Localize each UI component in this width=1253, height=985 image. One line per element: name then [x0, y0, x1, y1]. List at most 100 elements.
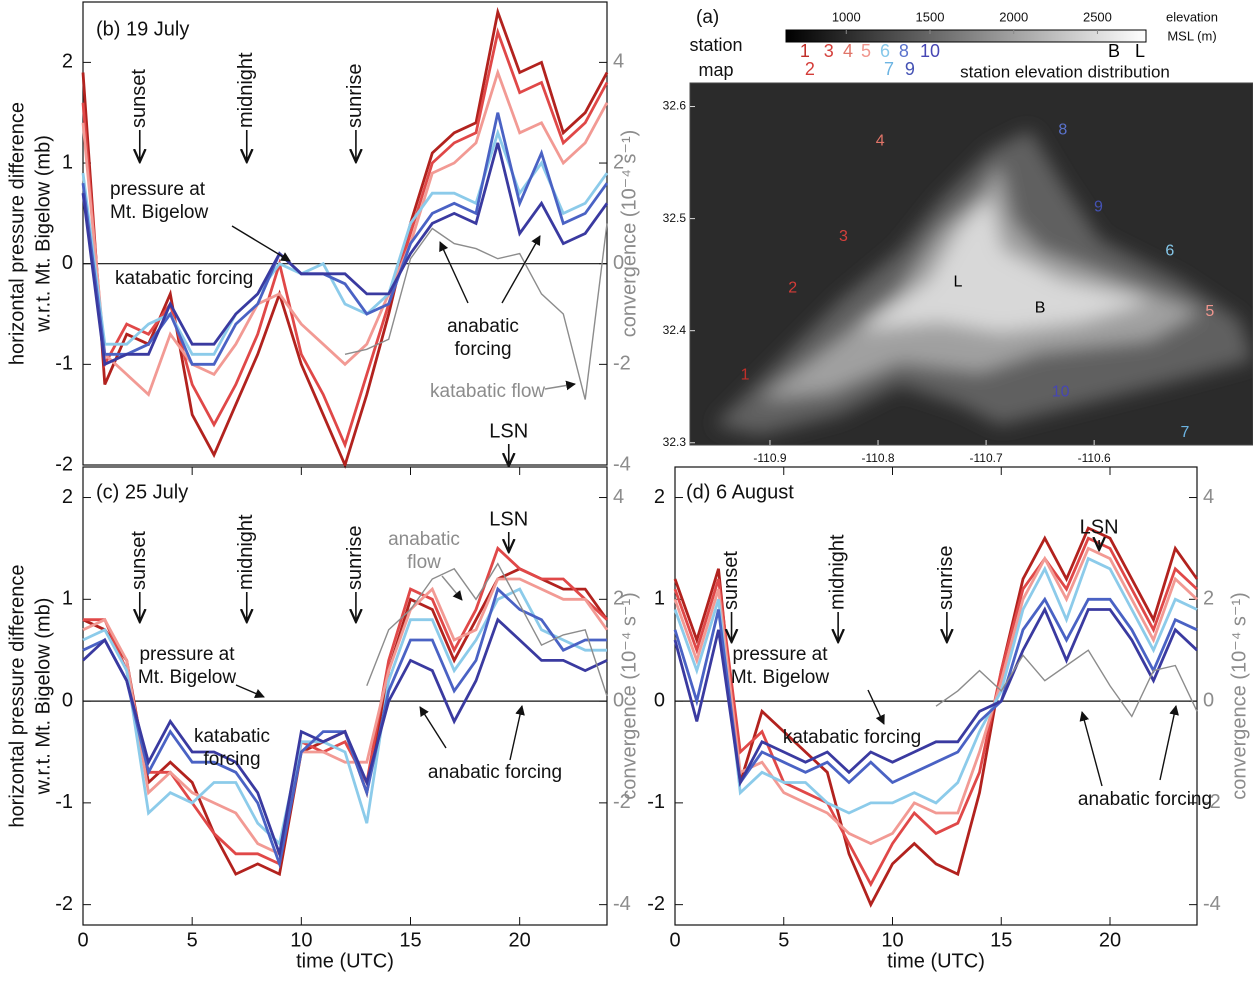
station-elevation: B — [1108, 41, 1120, 61]
map-subtitle: map — [698, 60, 733, 80]
station-elevation: 6 — [880, 41, 890, 61]
annotation-arrow — [1082, 712, 1102, 786]
annotation-arrow — [420, 707, 446, 748]
station-label: L — [954, 274, 963, 291]
pressure-line — [83, 143, 607, 364]
station-elevation: L — [1135, 41, 1145, 61]
station-label: 1 — [741, 367, 750, 384]
page: (a)stationmap-110.9-110.8-110.7-110.632.… — [0, 0, 1253, 980]
y-tick-label: 0 — [654, 689, 665, 711]
annotation: flow — [407, 552, 441, 573]
station-elevation: 10 — [920, 41, 940, 61]
event-label: sunrise — [344, 64, 366, 128]
x-axis-label: time (UTC) — [296, 950, 394, 972]
annotation-arrow — [442, 576, 462, 600]
annotation: pressure at — [732, 644, 828, 665]
event-label: sunset — [720, 551, 742, 610]
y-tick-label: 0 — [62, 252, 73, 274]
y-tick-label: 1 — [62, 151, 73, 173]
y-tick-label: 1 — [654, 588, 665, 610]
y-tick-label: -1 — [55, 353, 73, 375]
annotation: katabatic forcing — [115, 268, 253, 289]
figure: (a)stationmap-110.9-110.8-110.7-110.632.… — [0, 0, 1253, 980]
y2-tick-label: -4 — [1203, 893, 1221, 915]
distribution-label: station elevation distribution — [960, 62, 1170, 81]
station-label: 10 — [1052, 384, 1070, 401]
colorbar-tick-label: 1000 — [832, 9, 861, 24]
annotation-arrow — [1160, 706, 1176, 780]
event-label: LSN — [489, 420, 528, 442]
x-tick-label: -110.6 — [1078, 451, 1111, 465]
pressure-line — [83, 548, 607, 864]
y2-tick-label: 4 — [1203, 486, 1214, 508]
annotation: Mt. Bigelow — [731, 667, 829, 688]
pressure-line — [675, 610, 1197, 783]
x-tick-label: 10 — [290, 929, 312, 951]
station-elevation: 4 — [843, 41, 853, 61]
event-label: LSN — [489, 508, 528, 530]
annotation: forcing — [454, 339, 511, 360]
station-elevation: 8 — [899, 41, 909, 61]
station-elevation: 3 — [824, 41, 834, 61]
x-tick-label: 15 — [399, 929, 421, 951]
event-label: midnight — [235, 52, 257, 128]
event-label: sunset — [128, 69, 150, 128]
colorbar-label: elevation — [1166, 9, 1218, 24]
panel-title: (d) 6 August — [686, 481, 794, 503]
x-tick-label: -110.7 — [970, 451, 1003, 465]
map-subtitle: station — [689, 35, 742, 55]
annotation-arrow — [868, 690, 884, 724]
annotation-arrow — [510, 706, 522, 760]
x-tick-label: 15 — [990, 929, 1012, 951]
station-label: 7 — [1180, 424, 1189, 441]
panel-title: (c) 25 July — [96, 481, 188, 503]
y2-tick-label: 4 — [613, 486, 624, 508]
station-elevation: 9 — [905, 59, 915, 79]
station-label: 4 — [876, 132, 885, 149]
convergence-line — [345, 223, 607, 399]
annotation: anabatic forcing — [428, 762, 562, 783]
annotation: katabatic forcing — [783, 727, 921, 748]
y2-tick-label: 4 — [613, 51, 624, 73]
y-axis-label: w.r.t. Mt. Bigelow (mb) — [32, 598, 54, 796]
annotation-arrow — [502, 236, 540, 303]
y-tick-label: 32.6 — [663, 99, 687, 113]
event-label: sunrise — [344, 526, 366, 590]
x-tick-label: 0 — [77, 929, 88, 951]
y-tick-label: 1 — [62, 588, 73, 610]
station-label: B — [1035, 299, 1046, 316]
panel-title: (b) 19 July — [96, 18, 189, 40]
x-tick-label: 0 — [669, 929, 680, 951]
x-tick-label: 20 — [509, 929, 531, 951]
y-axis-label: horizontal pressure difference — [6, 564, 28, 827]
y-axis-label: w.r.t. Mt. Bigelow (mb) — [32, 135, 54, 333]
plot-frame — [675, 467, 1197, 925]
terrain — [690, 83, 1253, 445]
x-tick-label: 5 — [187, 929, 198, 951]
event-label: midnight — [235, 514, 257, 590]
annotation-arrow — [236, 685, 264, 697]
x-axis-label: time (UTC) — [887, 950, 985, 972]
y2-tick-label: -2 — [613, 353, 631, 375]
y-tick-label: 0 — [62, 689, 73, 711]
y2-tick-label: -4 — [613, 453, 631, 475]
y-tick-label: -2 — [647, 893, 665, 915]
station-elevation: 5 — [861, 41, 871, 61]
y-tick-label: -2 — [55, 893, 73, 915]
annotation: pressure at — [110, 179, 206, 200]
annotation-arrow — [232, 226, 290, 261]
annotation: pressure at — [139, 644, 235, 665]
x-tick-label: 5 — [778, 929, 789, 951]
annotation: anabatic forcing — [1078, 789, 1212, 810]
station-label: 6 — [1165, 242, 1174, 259]
annotation: katabatic flow — [430, 381, 545, 402]
y-tick-label: -1 — [647, 791, 665, 813]
colorbar — [786, 30, 1146, 42]
y-tick-label: 32.4 — [663, 323, 687, 337]
colorbar-tick-label: 2000 — [999, 9, 1028, 24]
event-label: midnight — [826, 534, 848, 610]
y-tick-label: 32.3 — [663, 435, 687, 449]
station-elevation: 2 — [805, 59, 815, 79]
y-tick-label: 2 — [654, 486, 665, 508]
annotation: katabatic — [194, 726, 270, 747]
